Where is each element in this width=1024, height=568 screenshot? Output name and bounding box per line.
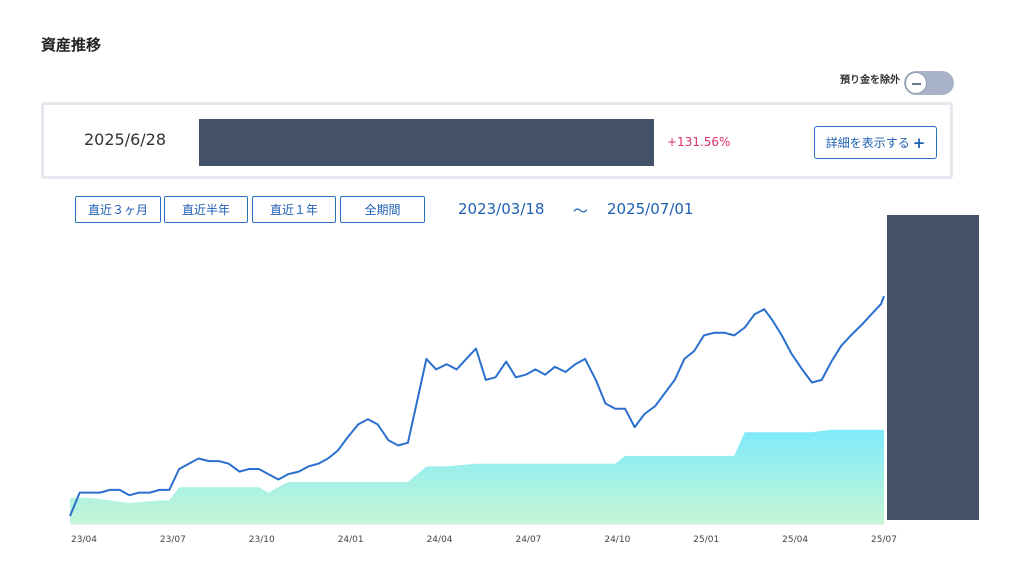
range-all-button[interactable]: 全期間	[340, 196, 425, 223]
range-3-months-button[interactable]: 直近３ヶ月	[75, 196, 161, 223]
x-tick-label: 24/01	[338, 535, 364, 545]
range-6-months-button[interactable]: 直近半年	[164, 196, 248, 223]
x-tick-label: 25/04	[782, 535, 808, 545]
show-details-button[interactable]: 詳細を表示する +	[814, 126, 937, 159]
range-separator: ～	[573, 202, 589, 220]
page-title: 資産推移	[41, 36, 102, 54]
range-start-date: 2023/03/18	[458, 200, 545, 218]
x-tick-label: 25/07	[871, 535, 897, 545]
summary-date: 2025/6/28	[84, 130, 167, 149]
deposit-area-series	[70, 429, 884, 524]
exclude-deposit-toggle[interactable]	[904, 71, 954, 95]
summary-panel: 2025/6/28 +131.56% 詳細を表示する +	[41, 102, 953, 179]
x-tick-label: 25/01	[693, 535, 719, 545]
plus-icon: +	[912, 133, 926, 152]
x-tick-label: 24/10	[604, 535, 630, 545]
show-details-label: 詳細を表示する	[825, 136, 910, 150]
asset-value-line-series	[69, 295, 885, 517]
x-tick-label: 23/07	[160, 535, 186, 545]
range-1-year-button[interactable]: 直近１年	[252, 196, 336, 223]
x-tick-label: 24/04	[427, 535, 453, 545]
range-end-date: 2025/07/01	[607, 200, 694, 218]
exclude-deposit-toggle-row: 預り金を除外	[840, 71, 900, 86]
toggle-knob-minus-icon	[905, 72, 927, 94]
redacted-y-axis	[887, 215, 979, 520]
redacted-amount	[199, 119, 654, 166]
change-percent: +131.56%	[667, 135, 731, 149]
x-tick-label: 24/07	[515, 535, 541, 545]
toggle-label: 預り金を除外	[840, 75, 900, 86]
x-tick-label: 23/10	[249, 535, 275, 545]
x-tick-label: 23/04	[71, 535, 97, 545]
